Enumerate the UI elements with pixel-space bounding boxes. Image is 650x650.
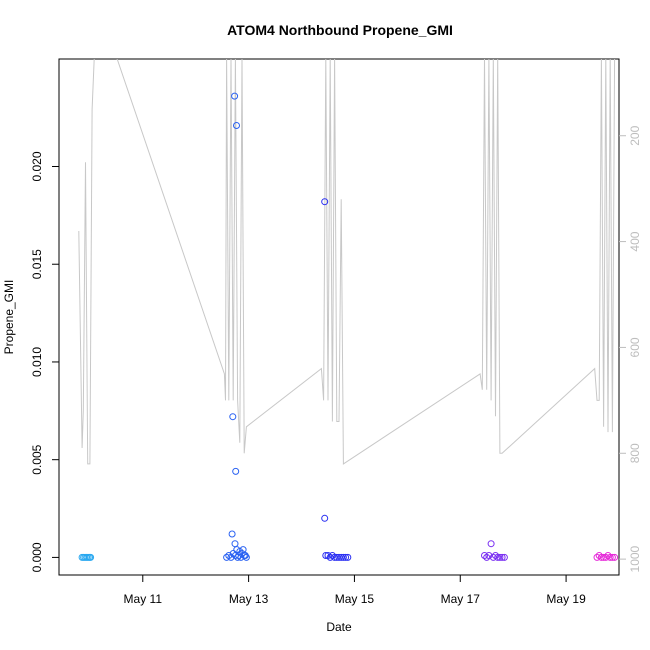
data-point-s3-2 [485,552,493,559]
chart-title: ATOM4 Northbound Propene_GMI [227,22,453,38]
overlay-line [78,59,616,465]
data-point-s2-0 [321,198,329,206]
plot-frame [58,58,620,576]
right-tick-label: 200 [628,125,642,145]
y-axis: 0.000 0.005 0.010 0.015 0.020 [30,151,59,572]
data-point-s1-10 [228,530,236,538]
x-axis-label: Date [326,620,352,634]
data-point-s1-14 [232,467,240,475]
overlay-line-group [78,59,616,465]
x-tick-label: May 13 [229,592,269,606]
data-point-s2-11 [342,553,350,561]
data-point-s2-12 [344,553,352,561]
data-point-s2-1 [321,514,329,522]
data-point-s2-9 [337,553,345,561]
data-point-s2-3 [324,552,332,559]
data-point-s4-3 [600,553,608,561]
data-point-s4-7 [608,553,616,561]
y-tick-label: 0.005 [30,444,44,474]
data-point-s4-0 [593,553,601,561]
data-point-s0-6 [87,553,95,561]
x-tick-label: May 19 [546,592,586,606]
data-point-s3-0 [481,552,488,559]
right-tick-label: 1000 [628,545,642,572]
data-point-s1-18 [237,553,245,561]
data-point-s2-2 [322,552,330,559]
data-point-s4-8 [611,553,619,561]
data-point-s1-19 [239,546,247,554]
data-point-s2-6 [331,553,339,561]
right-tick-label: 600 [628,337,642,357]
data-point-s4-2 [597,553,605,561]
data-point-s2-10 [339,553,347,561]
x-tick-label: May 11 [124,592,163,606]
data-point-s4-6 [606,553,614,561]
x-tick-label: May 17 [441,592,481,606]
data-point-s1-1 [225,552,233,559]
data-point-s1-13 [229,413,237,421]
data-point-s3-7 [496,553,504,561]
right-tick-label: 400 [628,231,642,251]
data-point-s4-4 [602,553,610,561]
data-point-s1-12 [233,122,240,129]
data-point-s2-8 [335,553,343,561]
data-point-s2-5 [328,552,336,559]
data-point-s3-6 [494,553,502,561]
data-point-s4-1 [595,552,603,559]
data-point-s3-9 [500,553,508,561]
data-point-s1-20 [241,552,249,559]
data-point-s1-2 [227,553,235,561]
data-point-s1-15 [231,540,239,548]
right-axis: 200 400 600 800 1000 [619,125,642,572]
data-point-s1-11 [231,92,239,100]
data-point-s1-0 [223,553,231,561]
data-point-s3-3 [487,540,495,548]
y-tick-label: 0.000 [30,542,44,572]
y-axis-label: Propene_GMI [2,280,16,355]
data-point-s2-7 [333,553,341,561]
right-tick-label: 800 [628,443,642,463]
x-tick-label: May 15 [335,592,375,606]
data-point-s3-4 [489,553,497,561]
y-tick-label: 0.015 [30,249,44,279]
y-tick-label: 0.010 [30,347,44,377]
data-point-s3-5 [492,552,499,559]
x-axis: May 11 May 13 May 15 May 17 May 19 [124,575,586,606]
data-point-s2-4 [326,553,334,561]
data-point-s1-17 [235,552,243,559]
y-tick-label: 0.020 [30,151,44,181]
data-point-s3-1 [483,553,491,561]
data-point-s4-5 [604,552,612,559]
points-group [78,92,619,561]
data-point-s3-8 [498,553,506,561]
